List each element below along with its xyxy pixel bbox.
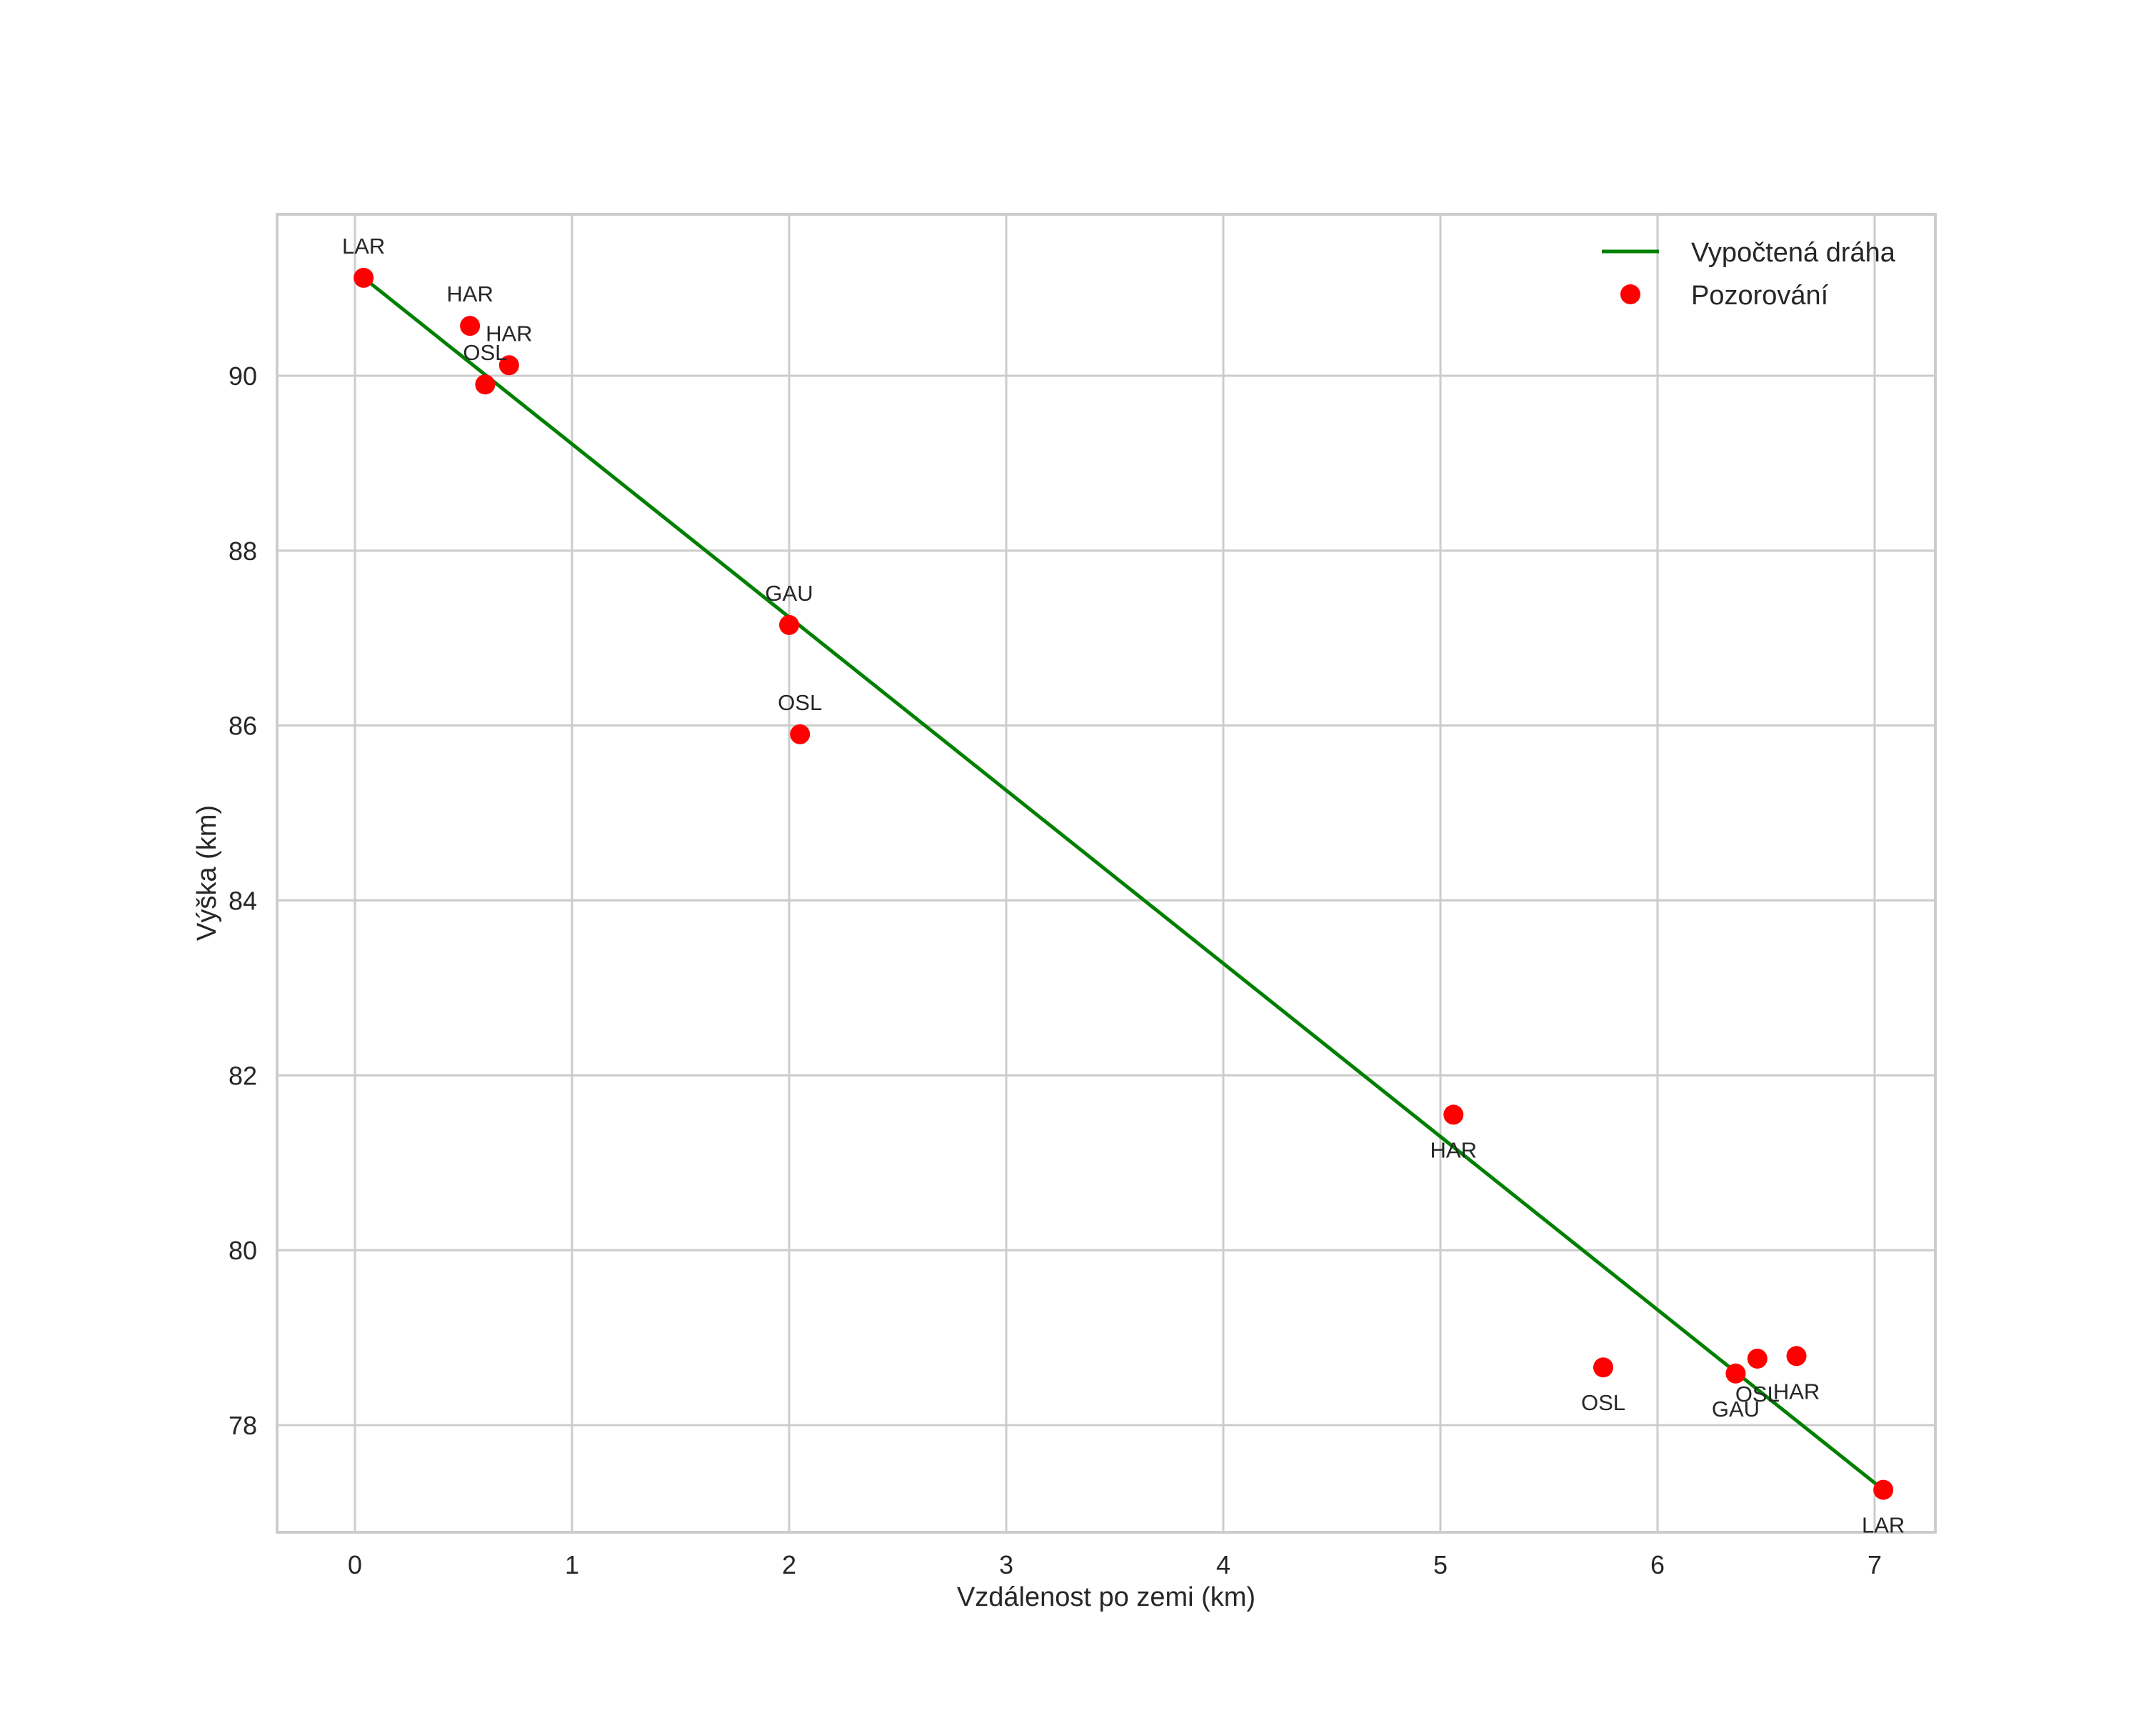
- station-label: OSL: [463, 340, 507, 365]
- y-axis-ticks: 78 80 82 84 86 88 90: [229, 361, 257, 1440]
- observation-point: [460, 316, 481, 336]
- observation-point: [354, 267, 374, 288]
- x-tick-label: 0: [348, 1550, 362, 1579]
- y-tick-label: 84: [229, 887, 257, 916]
- station-label: HAR: [1430, 1137, 1477, 1162]
- observation-point: [1593, 1357, 1613, 1378]
- x-axis-ticks: 0 1 2 3 4 5 6 7: [348, 1550, 1882, 1579]
- y-tick-label: 78: [229, 1411, 257, 1440]
- legend: Vypočtená dráha Pozorování: [1602, 238, 1896, 311]
- y-tick-label: 86: [229, 711, 257, 741]
- station-label: GAU: [1712, 1397, 1760, 1422]
- observation-point: [1725, 1363, 1746, 1384]
- legend-label-line: Vypočtená dráha: [1691, 238, 1896, 268]
- x-tick-label: 4: [1216, 1550, 1230, 1579]
- axes-frame: [276, 213, 1937, 1534]
- legend-label-points: Pozorování: [1691, 281, 1829, 311]
- observation-point: [779, 614, 799, 635]
- x-tick-label: 3: [999, 1550, 1013, 1579]
- y-tick-label: 80: [229, 1236, 257, 1265]
- legend-circle-icon: [1620, 284, 1640, 304]
- observation-point: [1443, 1104, 1464, 1125]
- observation-point: [1747, 1348, 1768, 1369]
- station-label: HAR: [446, 281, 493, 306]
- x-tick-label: 5: [1433, 1550, 1448, 1579]
- station-label: OSL: [778, 690, 822, 715]
- station-label: OSL: [1581, 1390, 1625, 1415]
- observation-points: [354, 267, 1894, 1500]
- y-tick-label: 90: [229, 361, 257, 391]
- observation-point: [1786, 1346, 1807, 1367]
- station-label: GAU: [765, 581, 813, 606]
- y-tick-label: 82: [229, 1061, 257, 1090]
- station-label: HAR: [486, 321, 532, 346]
- observation-point: [475, 374, 496, 395]
- x-tick-label: 6: [1650, 1550, 1665, 1579]
- station-label: HAR: [1773, 1379, 1820, 1404]
- station-label: LAR: [1862, 1513, 1905, 1538]
- station-label: OSL: [1735, 1382, 1780, 1407]
- computed-trajectory-line: [362, 276, 1885, 1492]
- y-axis-label: Výška (km): [192, 805, 222, 941]
- observation-point: [498, 355, 519, 376]
- station-label: LAR: [342, 234, 385, 259]
- x-axis-label: Vzdálenost po zemi (km): [957, 1582, 1255, 1612]
- observation-point: [1873, 1479, 1894, 1500]
- x-tick-label: 1: [565, 1550, 579, 1579]
- observation-point: [790, 724, 811, 744]
- x-tick-label: 7: [1867, 1550, 1882, 1579]
- x-tick-label: 2: [782, 1550, 796, 1579]
- y-tick-label: 88: [229, 536, 257, 566]
- grid-lines: [277, 214, 1935, 1532]
